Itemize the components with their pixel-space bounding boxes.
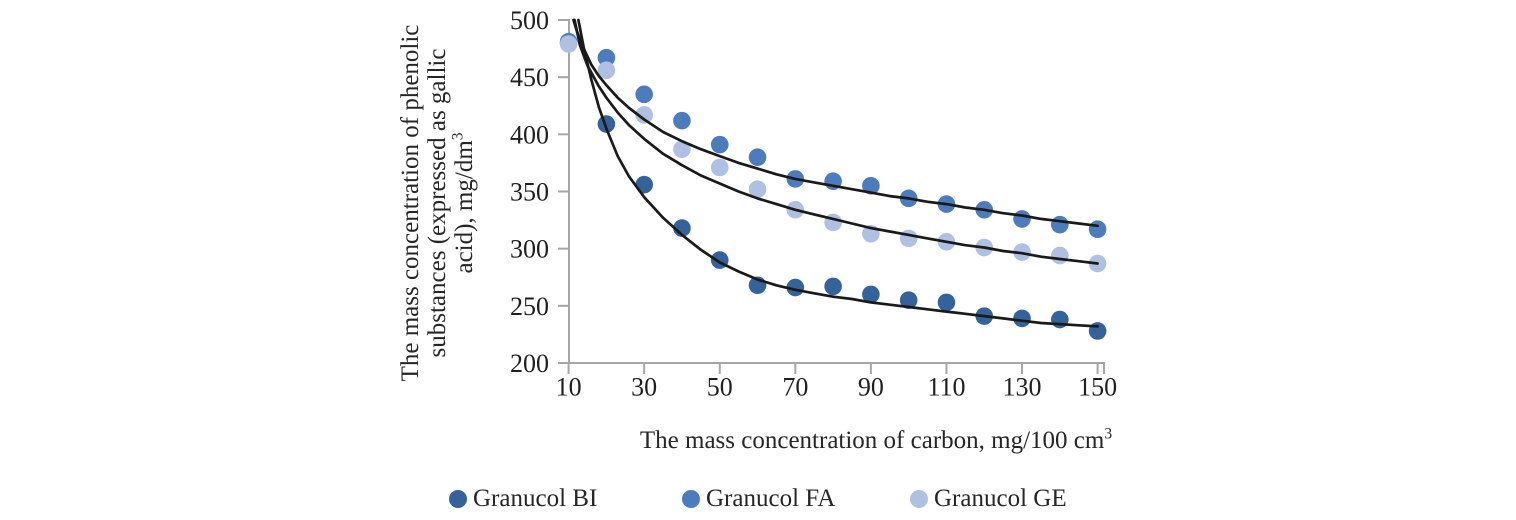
legend-marker-granucol-fa-icon — [682, 490, 700, 508]
trendline-granucol-bi — [577, 18, 1099, 328]
y-tick-label: 400 — [510, 120, 549, 149]
legend-marker-granucol-ge-icon — [910, 490, 928, 508]
legend-label-granucol-bi: Granucol BI — [473, 485, 598, 512]
y-tick-label: 300 — [510, 235, 549, 264]
y-tick-label: 350 — [510, 178, 549, 207]
y-axis-title-superscript: 3 — [449, 132, 467, 141]
data-point-granucol-ge — [710, 158, 729, 177]
x-tick-label: 50 — [707, 372, 733, 401]
x-axis-title-superscript: 3 — [1104, 425, 1113, 443]
y-tick-label: 450 — [510, 63, 549, 92]
trendline-granucol-fa — [572, 18, 1099, 228]
x-tick-label: 30 — [631, 372, 657, 401]
data-point-granucol-fa — [748, 148, 767, 166]
trendlines — [572, 18, 1099, 328]
legend-item-granucol-ge: Granucol GE — [910, 485, 1067, 513]
legend-marker-granucol-bi-icon — [449, 490, 467, 508]
data-point-granucol-bi — [1013, 309, 1031, 328]
data-point-granucol-fa — [635, 85, 653, 104]
data-point-granucol-ge — [899, 229, 918, 248]
data-point-granucol-ge — [1051, 246, 1069, 265]
x-tick-label: 130 — [1003, 372, 1042, 401]
y-tick-label: 500 — [510, 6, 549, 35]
data-point-granucol-ge — [748, 180, 767, 199]
y-axis-title-line1: The mass concentration of phenolic — [397, 24, 424, 382]
y-tick-label: 200 — [510, 349, 549, 378]
legend-item-granucol-fa: Granucol FA — [682, 485, 835, 513]
data-point-granucol-fa — [597, 48, 616, 67]
axes — [558, 19, 1105, 374]
data-point-granucol-fa — [1051, 215, 1069, 234]
data-point-granucol-bi — [862, 285, 880, 304]
y-tick-label: 250 — [510, 292, 549, 321]
x-axis-title-text: The mass concentration of carbon, mg/100… — [639, 427, 1105, 454]
data-point-granucol-fa — [673, 111, 691, 130]
legend: Granucol BI Granucol FA Granucol GE — [0, 485, 1516, 515]
y-axis-title-line2: substances (expressed as gallic — [424, 48, 451, 358]
y-axis-title: The mass concentration of phenolic subst… — [397, 0, 481, 418]
trendline-granucol-ge — [573, 18, 1099, 265]
data-point-granucol-fa — [710, 135, 729, 154]
y-axis-title-line3: acid), mg/dm — [451, 140, 478, 274]
x-tick-label: 110 — [927, 372, 965, 401]
x-tick-label: 150 — [1078, 372, 1117, 401]
x-tick-label: 90 — [858, 372, 884, 401]
data-point-granucol-fa — [1088, 220, 1107, 239]
x-tick-label: 10 — [556, 372, 582, 401]
data-point-granucol-ge — [673, 140, 691, 158]
data-point-granucol-bi — [937, 293, 956, 312]
tick-labels: 200 250 300 350 400 450 500 10 30 50 70 90 110 130 150 — [510, 6, 1117, 401]
legend-label-granucol-fa: Granucol FA — [706, 485, 836, 512]
data-point-granucol-bi — [899, 291, 918, 309]
data-point-granucol-ge — [635, 106, 653, 124]
x-tick-label: 70 — [782, 372, 808, 401]
data-point-granucol-fa — [1013, 210, 1031, 228]
legend-label-granucol-ge: Granucol GE — [934, 485, 1067, 512]
legend-item-granucol-bi: Granucol BI — [449, 485, 597, 513]
data-point-granucol-ge — [559, 35, 578, 53]
data-point-granucol-bi — [824, 277, 842, 296]
data-point-granucol-fa — [862, 176, 880, 195]
data-point-granucol-ge — [597, 61, 616, 80]
x-axis-title: The mass concentration of carbon, mg/100… — [590, 425, 1162, 455]
